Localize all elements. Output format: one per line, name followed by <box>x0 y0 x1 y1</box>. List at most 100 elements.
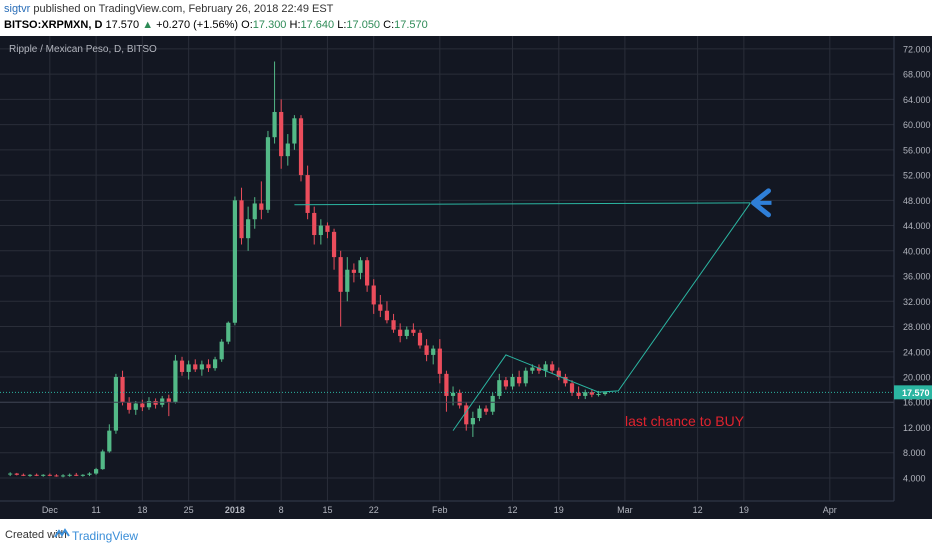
last-price-badge <box>894 385 932 400</box>
candle-body <box>365 260 370 286</box>
y-tick-label: 64.000 <box>903 95 931 105</box>
y-tick-label: 32.000 <box>903 297 931 307</box>
candle-body <box>80 474 85 476</box>
candle-body <box>54 475 59 477</box>
candle-body <box>398 329 403 336</box>
candle-body <box>331 231 337 258</box>
x-tick-label: 19 <box>739 505 749 515</box>
candle-body <box>351 269 356 273</box>
author-link[interactable]: sigtvr <box>4 3 31 15</box>
y-tick-label: 52.000 <box>903 171 931 181</box>
candle-body <box>404 329 409 336</box>
y-tick-label: 8.000 <box>903 448 926 458</box>
candle-body <box>160 398 165 405</box>
y-tick-label: 40.000 <box>903 246 931 256</box>
x-tick-label: Dec <box>42 505 59 515</box>
annotation-note: last chance to BUY <box>625 413 745 429</box>
x-tick-label: 11 <box>91 505 100 515</box>
candle-body <box>298 118 304 176</box>
candle-body <box>325 225 330 232</box>
candle-body <box>107 430 112 452</box>
price-change: +0.270 (+1.56%) <box>156 19 239 31</box>
price-chart[interactable]: 4.000 8.000 12.000 16.000 20.000 24.000 28.000… <box>0 36 932 519</box>
published-text: published on TradingView.com, February 2… <box>33 3 334 15</box>
y-tick-label: 72.000 <box>903 44 931 54</box>
candle-body <box>490 395 495 412</box>
candle-body <box>41 474 46 476</box>
candle-body <box>193 364 198 370</box>
candle-body <box>536 367 542 371</box>
candle-body <box>246 219 251 239</box>
candle-body <box>431 348 436 355</box>
price-axis[interactable]: 4.000 8.000 12.000 16.000 20.000 24.000 28.000… <box>893 36 932 519</box>
candle-body <box>305 175 310 213</box>
candle-body <box>292 118 297 144</box>
candle-body <box>186 364 191 372</box>
candle-body <box>74 474 79 476</box>
y-tick-label: 24.000 <box>903 347 931 357</box>
chart-area[interactable]: 4.000 8.000 12.000 16.000 20.000 24.000 28.000… <box>0 36 932 519</box>
candle-body <box>265 137 271 210</box>
open-value: 17.300 <box>252 19 287 31</box>
x-tick-label: 22 <box>369 505 379 515</box>
projection-path <box>452 202 751 431</box>
target-line <box>294 202 751 206</box>
candle-body <box>450 392 456 396</box>
candle-body <box>259 203 264 210</box>
candle-body <box>444 373 449 396</box>
candle-body <box>285 143 290 157</box>
tradingview-brand[interactable]: TradingView <box>72 529 139 543</box>
candle-body <box>378 304 383 311</box>
candle-body <box>27 474 33 476</box>
candle-body <box>153 400 158 405</box>
x-tick-label: 25 <box>184 505 194 515</box>
close-value: 17.570 <box>394 19 428 31</box>
candle-body <box>252 203 257 220</box>
candle-body <box>417 332 423 346</box>
x-tick-label: Mar <box>617 505 633 515</box>
candle-body <box>556 370 561 377</box>
time-axis[interactable]: Dec 11 18 25 2018 8 15 22 Feb 12 19 Mar 12 19 Apr <box>0 500 894 515</box>
candle-body <box>173 360 178 403</box>
x-tick-label: Apr <box>823 505 837 515</box>
candle-body <box>34 474 39 476</box>
candle-body <box>510 377 515 387</box>
y-tick-label: 12.000 <box>903 423 931 433</box>
candle-body <box>312 212 317 236</box>
candle-body <box>411 329 416 333</box>
candle-body <box>239 200 244 239</box>
candle-body <box>272 111 277 138</box>
arrow-icon <box>750 188 771 218</box>
y-tick-label: 28.000 <box>903 322 931 332</box>
candle-body <box>424 345 429 355</box>
candle-body <box>67 474 72 476</box>
candle-body <box>530 367 535 371</box>
close-label: C: <box>383 19 395 31</box>
high-value: 17.640 <box>300 19 335 31</box>
grid-lines <box>0 36 894 501</box>
candle-body <box>212 359 218 369</box>
candles <box>8 61 608 478</box>
candle-body <box>199 364 204 370</box>
candle-body <box>371 285 376 305</box>
drawings <box>0 188 894 431</box>
candle-body <box>60 475 66 477</box>
candle-body <box>543 364 548 371</box>
y-tick-label: 16.000 <box>903 398 931 408</box>
y-tick-label: 48.000 <box>903 196 931 206</box>
candle-body <box>100 451 105 470</box>
candle-body <box>470 418 475 425</box>
x-tick-label: 2018 <box>225 505 245 515</box>
candle-body <box>517 377 522 384</box>
candle-body <box>523 370 528 384</box>
candle-body <box>21 474 26 476</box>
candle-body <box>589 392 594 395</box>
candle-body <box>503 380 509 387</box>
up-triangle-icon: ▲ <box>142 19 154 31</box>
x-tick-label: 12 <box>508 505 518 515</box>
candle-body <box>206 364 211 369</box>
y-tick-label: 60.000 <box>903 120 931 130</box>
candle-body <box>464 405 469 425</box>
last-price: 17.570 <box>105 19 140 31</box>
low-value: 17.050 <box>346 19 381 31</box>
